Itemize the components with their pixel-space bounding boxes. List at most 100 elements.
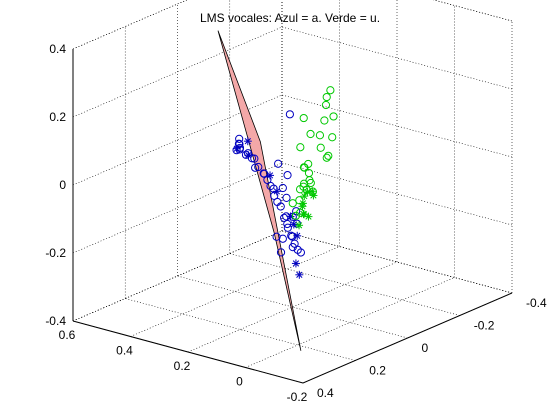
data-point-stroke (299, 200, 307, 207)
grid-line (302, 292, 513, 384)
chart-title: LMS vocales: Azul = a. Verde = u. (200, 11, 380, 25)
series-2 (288, 86, 338, 220)
y-tick-label: 0.4 (317, 386, 334, 400)
z-tick-label: -0.4 (45, 314, 66, 328)
data-point (321, 100, 331, 110)
z-tick-label: 0.4 (49, 42, 66, 56)
grid-line (281, 26, 513, 90)
grid-line (187, 261, 398, 353)
data-point (288, 243, 297, 252)
data-point (298, 199, 307, 208)
data-point (291, 259, 300, 268)
data-point (326, 86, 335, 95)
grid-line (72, 26, 283, 118)
data-point-stroke (292, 260, 300, 267)
y-tick-label: -0.4 (526, 296, 547, 310)
data-point (251, 163, 260, 172)
data-point (254, 162, 263, 172)
grid-line (281, 94, 513, 158)
plot-area (217, 30, 338, 351)
x-tick-label: 0.6 (59, 328, 76, 342)
data-point (329, 112, 338, 121)
data-point-stroke (290, 221, 297, 228)
data-point (322, 153, 331, 162)
data-point-stroke (233, 145, 240, 152)
data-point (285, 110, 294, 119)
data-point (282, 193, 291, 202)
data-point (296, 248, 305, 257)
grid-line (432, 0, 513, 22)
data-point (295, 221, 304, 230)
separating-plane (217, 30, 302, 351)
data-point (296, 143, 305, 152)
data-point (322, 92, 331, 102)
data-point (320, 116, 329, 125)
data-point (295, 270, 304, 279)
data-point (299, 163, 309, 172)
series-1 (232, 137, 304, 279)
data-point (299, 113, 308, 123)
z-tick-label: -0.2 (45, 246, 66, 260)
data-point (306, 129, 315, 139)
axes-box (72, 0, 513, 384)
data-point (274, 159, 283, 168)
data-point (272, 187, 281, 196)
data-point (283, 223, 292, 232)
data-point (324, 151, 333, 160)
data-point (288, 199, 297, 208)
data-point (300, 192, 309, 201)
grid-line (125, 298, 356, 361)
data-point (243, 137, 252, 146)
grid-line (229, 253, 460, 316)
data-point (244, 151, 253, 160)
data-point-stroke (296, 271, 303, 278)
grid-line (72, 162, 283, 254)
y-tick-label: 0.2 (369, 364, 386, 378)
data-point (232, 144, 241, 153)
grid-line (72, 320, 304, 384)
data-point-stroke (305, 213, 312, 220)
grid-line (130, 246, 340, 337)
data-point (235, 134, 244, 143)
data-point-stroke (309, 188, 316, 195)
y-tick-label: -0.2 (474, 319, 495, 333)
x-tick-label: 0.4 (116, 344, 133, 358)
data-point-stroke (301, 192, 308, 200)
data-point (278, 183, 287, 193)
data-point (289, 220, 298, 229)
data-point (276, 248, 286, 257)
data-point-stroke (273, 188, 280, 195)
data-point (293, 231, 302, 240)
z-tick-label: 0 (59, 178, 66, 192)
grid-line (281, 230, 513, 294)
data-point (308, 187, 317, 196)
data-point (295, 185, 305, 194)
data-point-stroke (266, 172, 274, 179)
grid-line (281, 162, 513, 226)
x-tick-label: 0 (236, 375, 243, 389)
grid-line (177, 275, 408, 339)
data-point (291, 211, 301, 220)
data-point (266, 171, 275, 180)
tick-labels: -0.200.20.40.6-0.4-0.200.20.4-0.4-0.200.… (45, 42, 547, 404)
data-point-stroke (245, 152, 252, 159)
data-point-stroke (244, 138, 251, 145)
z-tick-label: 0.2 (49, 110, 66, 124)
data-point (316, 143, 325, 152)
grid-line (245, 277, 455, 368)
data-point (328, 133, 337, 142)
data-point (306, 178, 315, 188)
grid-line (72, 230, 283, 322)
data-point (276, 202, 285, 211)
x-tick-label: -0.2 (287, 390, 308, 404)
data-point (303, 188, 312, 196)
data-point (315, 131, 325, 140)
data-point-stroke (304, 188, 311, 196)
data-point (283, 171, 292, 180)
y-tick-label: 0 (422, 341, 429, 355)
data-point-stroke (294, 232, 301, 239)
data-point (272, 232, 281, 241)
data-point-stroke (300, 211, 308, 218)
data-point-stroke (295, 222, 303, 229)
